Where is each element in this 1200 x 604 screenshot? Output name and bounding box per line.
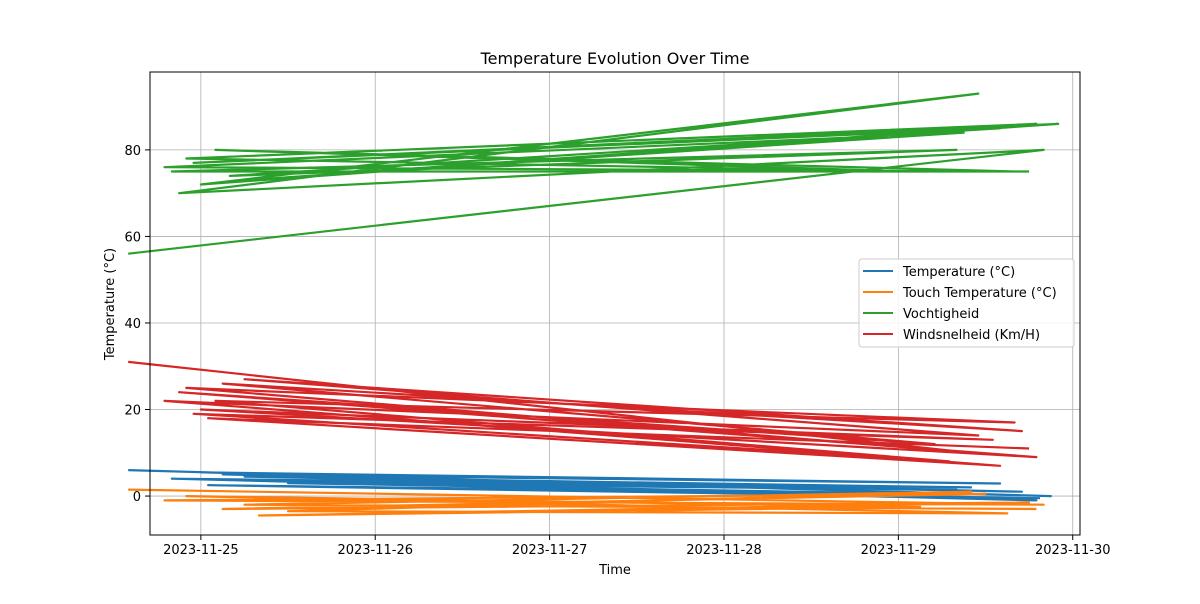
series-line <box>128 360 1038 467</box>
x-tick-label: 2023-11-27 <box>512 543 588 558</box>
y-axis-label: Temperature (°C) <box>103 248 118 361</box>
x-axis: 2023-11-25 2023-11-26 2023-11-27 2023-11-28… <box>163 535 1111 558</box>
x-tick-label: 2023-11-28 <box>686 543 762 558</box>
legend: Temperature (°C) Touch Temperature (°C) Vo… <box>858 258 1075 348</box>
x-tick-label: 2023-11-29 <box>861 543 937 558</box>
x-tick-label: 2023-11-26 <box>337 543 413 558</box>
legend-box <box>858 258 1075 348</box>
y-tick-label: 0 <box>133 490 141 505</box>
y-tick-label: 40 <box>124 317 141 332</box>
y-tick-label: 80 <box>124 144 141 159</box>
legend-label: Temperature (°C) <box>902 265 1015 280</box>
x-tick-label: 2023-11-30 <box>1035 543 1111 558</box>
y-axis: 0 20 40 60 80 <box>124 144 150 505</box>
y-tick-label: 60 <box>124 230 141 245</box>
legend-label: Windsnelheid (Km/H) <box>903 328 1040 343</box>
series-line <box>128 469 1053 502</box>
x-axis-label: Time <box>598 563 631 578</box>
legend-label: Vochtigheid <box>903 307 979 322</box>
legend-label: Touch Temperature (°C) <box>902 286 1057 301</box>
plot-frame <box>149 71 1081 536</box>
series-line <box>128 488 1045 517</box>
x-tick-label: 2023-11-25 <box>163 543 239 558</box>
chart-title: Temperature Evolution Over Time <box>480 49 750 68</box>
y-tick-label: 20 <box>124 404 141 419</box>
series-layer <box>128 92 1060 517</box>
series-line <box>128 92 1060 255</box>
